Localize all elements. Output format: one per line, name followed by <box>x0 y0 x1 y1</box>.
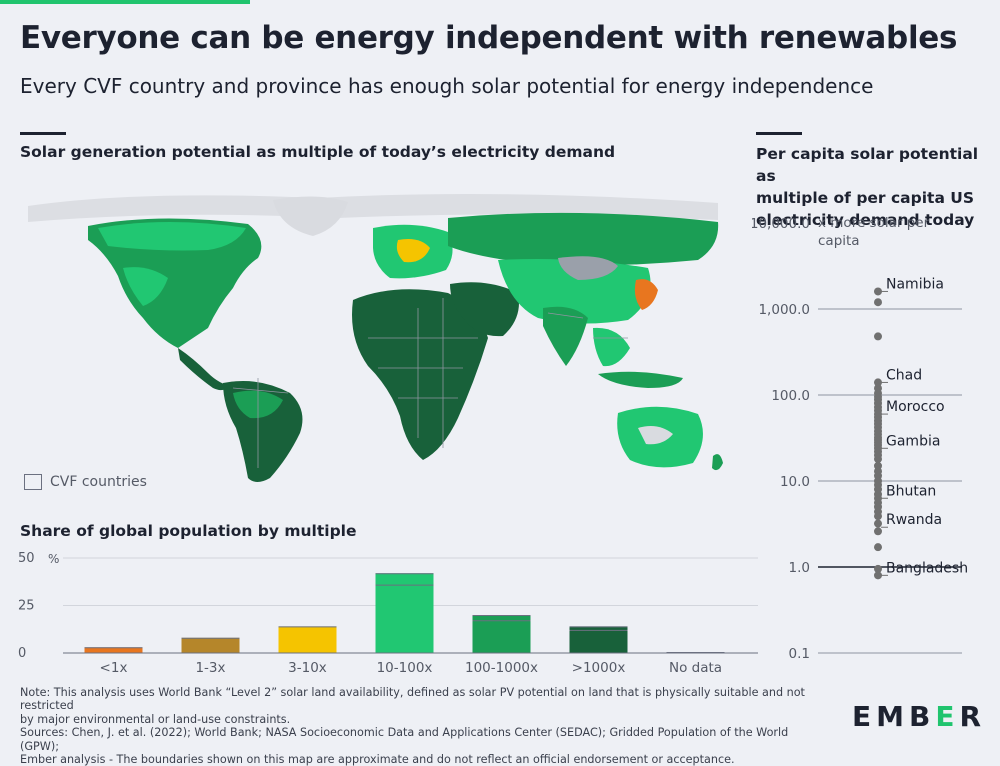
footnote-line-2: by major environmental or land-use const… <box>20 712 291 726</box>
map-us-west <box>123 267 168 306</box>
footnote-line-3: Sources: Chen, J. et al. (2022); World B… <box>20 726 789 753</box>
scatter-annotation-label: Chad <box>886 367 922 383</box>
scatter-ytick-label: 1,000.0 <box>758 302 810 318</box>
scatter-section-rule <box>756 132 802 135</box>
map-section-rule <box>20 132 66 135</box>
bar-category-label: 1-3x <box>195 660 225 676</box>
map-se-asia <box>593 327 630 367</box>
population-bar-chart: % 0 25 50 <1x 1-3x 3-10x 10-100x 100-1000x >1000… <box>18 551 758 676</box>
map-middle-east <box>450 282 519 337</box>
map-greenland <box>273 196 348 236</box>
scatter-annotation-label: Rwanda <box>886 512 942 528</box>
scatter-annotation-label: Bangladesh <box>886 560 968 576</box>
map-indonesia <box>598 371 683 388</box>
ember-logo: EMBER <box>852 700 986 733</box>
map-legend: CVF countries <box>24 474 147 490</box>
bar-category-label: <1x <box>100 660 128 676</box>
map-new-zealand <box>712 454 723 471</box>
scatter-annotation-label: Namibia <box>886 276 944 292</box>
map-section-title: Solar generation potential as multiple o… <box>20 143 616 161</box>
scatter-title-line-1: Per capita solar potential as <box>756 145 979 185</box>
bar-category-label: 10-100x <box>377 660 433 676</box>
scatter-point-39 <box>874 527 882 536</box>
bar-category-label: 3-10x <box>288 660 327 676</box>
map-china-grey <box>558 256 618 280</box>
scatter-point-38 <box>874 519 882 528</box>
map-canada-band <box>98 222 246 251</box>
bar-3 <box>375 573 434 653</box>
map-australia-spots <box>638 426 673 445</box>
page-title: Everyone can be energy independent with … <box>20 20 958 56</box>
bar-4 <box>472 615 531 653</box>
map-africa <box>352 289 488 460</box>
bar-2 <box>278 626 337 653</box>
bar-ytick-label: 0 <box>18 646 26 661</box>
scatter-section-title: Per capita solar potential as multiple o… <box>756 143 1000 231</box>
scatter-annotation-label: Morocco <box>886 399 945 415</box>
scatter-unit-line-2: capita <box>818 233 860 249</box>
scatter-ytick-label: 0.1 <box>789 646 810 662</box>
bar-1 <box>181 637 240 653</box>
map-north-america <box>88 218 262 348</box>
scatter-point-42 <box>874 571 882 580</box>
scatter-point-41 <box>874 564 882 573</box>
bar-category-label: >1000x <box>572 660 626 676</box>
logo-part-3: R <box>959 700 987 733</box>
scatter-ytick-label: 1.0 <box>789 560 810 576</box>
logo-part-1: EMB <box>852 700 936 733</box>
map-russia <box>448 212 719 266</box>
footnote: Note: This analysis uses World Bank “Lev… <box>20 686 820 766</box>
scatter-title-line-3: electricity demand today <box>756 211 975 229</box>
scatter-ytick-label: 100.0 <box>771 388 810 404</box>
scatter-point-1 <box>874 298 882 307</box>
cvf-legend-swatch <box>24 474 42 490</box>
page-subtitle: Every CVF country and province has enoug… <box>20 74 874 98</box>
map-india <box>543 306 588 366</box>
logo-part-2: E <box>935 700 960 733</box>
scatter-point-0 <box>874 287 882 296</box>
scatter-point-37 <box>874 512 882 521</box>
per-capita-scatter: x more solar per capita 10,000.0 1,000.0 1… <box>752 215 968 662</box>
scatter-point-2 <box>874 332 882 341</box>
footnote-line-4: Ember analysis - The boundaries shown on… <box>20 753 735 766</box>
scatter-point-25 <box>874 455 882 464</box>
bar-unit-label: % <box>48 552 59 566</box>
world-map <box>28 194 723 482</box>
map-japan <box>634 279 658 310</box>
scatter-annotation-label: Bhutan <box>886 483 936 499</box>
scatter-unit-line-1: x more solar per <box>818 215 930 231</box>
bar-category-label: 100-1000x <box>465 660 538 676</box>
scatter-title-line-2: multiple of per capita US <box>756 189 975 207</box>
map-europe-yellow <box>396 239 430 263</box>
map-arctic <box>28 194 718 222</box>
cvf-legend-label: CVF countries <box>50 474 147 490</box>
scatter-ytick-label: 10.0 <box>780 474 810 490</box>
cvf-country-outlines <box>232 298 628 468</box>
scatter-point-3 <box>874 378 882 387</box>
bar-0 <box>84 647 143 653</box>
bar-ytick-label: 50 <box>18 551 35 566</box>
map-central-america <box>178 348 230 391</box>
footnote-line-1: Note: This analysis uses World Bank “Lev… <box>20 686 805 713</box>
top-accent-bar <box>0 0 250 4</box>
scatter-ytick-label: 10,000.0 <box>752 216 810 232</box>
bar-category-label: No data <box>669 660 722 676</box>
scatter-point-40 <box>874 543 882 552</box>
map-asia-central <box>498 259 651 324</box>
scatter-annotation-label: Gambia <box>886 433 940 449</box>
bar-ytick-label: 25 <box>18 599 35 614</box>
bar-section-title: Share of global population by multiple <box>20 522 357 540</box>
